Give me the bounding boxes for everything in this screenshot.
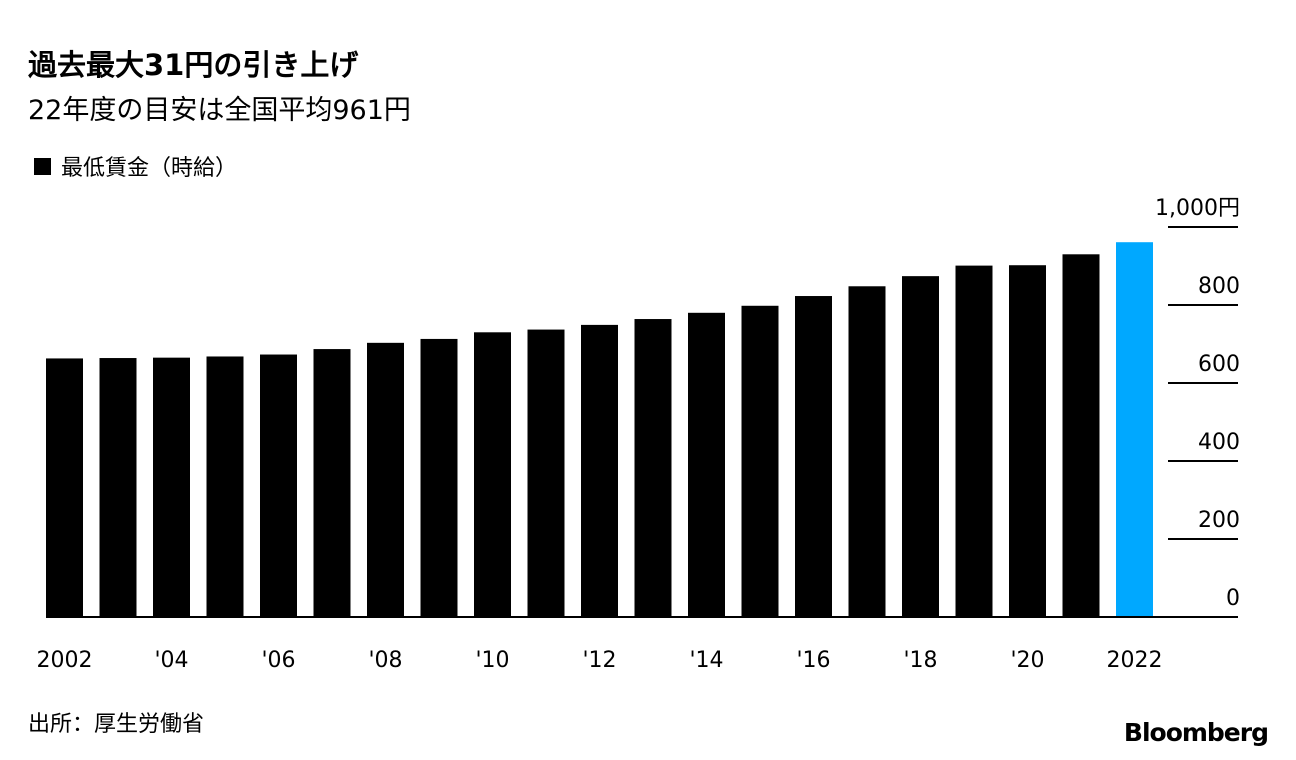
bar-2012 (581, 324, 618, 617)
bloomberg-logo: Bloomberg (1123, 718, 1269, 747)
bar-2015 (741, 305, 779, 617)
x-tick-label: '10 (475, 648, 509, 673)
bar-2016 (795, 296, 832, 617)
legend-label: 最低賃金（時給） (61, 156, 238, 181)
bar-2009 (420, 338, 458, 617)
bar-2022 (1116, 242, 1153, 617)
bar-2005 (206, 356, 244, 617)
bar-2006 (260, 354, 297, 617)
y-tick-label: 200 (1198, 508, 1240, 533)
x-tick-label: '04 (154, 648, 188, 673)
bar-2011 (527, 329, 565, 617)
x-tick-label: '20 (1010, 648, 1044, 673)
chart-subtitle: 22年度の目安は全国平均961円 (28, 95, 411, 126)
y-tick-label: 0 (1226, 586, 1240, 611)
bar-2020 (1009, 265, 1046, 617)
bar-2018 (902, 276, 939, 617)
bar-2002 (46, 358, 83, 617)
x-tick-label: 2002 (37, 648, 93, 673)
x-tick-label: '08 (368, 648, 402, 673)
x-tick-label: '18 (903, 648, 937, 673)
y-tick-label: 600 (1198, 352, 1240, 377)
chart-title: 過去最大31円の引き上げ (28, 48, 359, 82)
bar-2017 (848, 286, 886, 617)
bar-2008 (367, 342, 404, 617)
x-tick-label: '06 (261, 648, 295, 673)
bar-2013 (634, 319, 672, 617)
y-tick-label: 1,000円 (1155, 196, 1240, 221)
bar-2010 (474, 332, 511, 617)
legend: 最低賃金（時給） (34, 150, 237, 182)
x-tick-label: '12 (582, 648, 616, 673)
bar-2014 (688, 312, 725, 617)
bar-2004 (153, 357, 190, 617)
y-tick-label: 800 (1198, 274, 1240, 299)
bar-2007 (313, 349, 351, 617)
bar-2019 (955, 265, 993, 617)
bar-2003 (99, 358, 137, 617)
bar-2021 (1062, 254, 1100, 618)
x-tick-label: '16 (796, 648, 830, 673)
y-tick-label: 400 (1198, 430, 1240, 455)
x-tick-label: 2022 (1107, 648, 1163, 673)
x-tick-label: '14 (689, 648, 723, 673)
legend-swatch (34, 157, 51, 175)
source-note: 出所：厚生労働省 (28, 712, 205, 737)
